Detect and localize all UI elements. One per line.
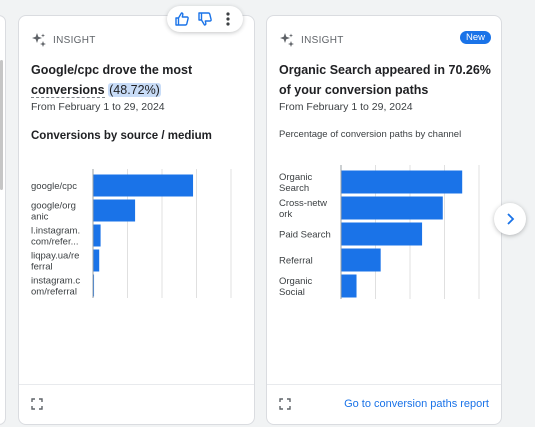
conversions-bar-chart: 05001K1.5K2Kgoogle/cpcgoogle/organicl.in… — [31, 169, 232, 298]
bar — [93, 224, 101, 247]
thumbs-down-icon — [198, 12, 212, 26]
bar — [341, 170, 463, 194]
category-label: google/org — [31, 201, 76, 212]
category-label: anic — [31, 212, 49, 223]
headline-line2: of your conversion paths — [279, 83, 429, 97]
headline-line1: Organic Search appeared in 70.26% — [279, 63, 491, 77]
bar — [341, 222, 423, 246]
new-badge: New — [459, 31, 491, 44]
bar — [341, 248, 381, 272]
headline-value: (48.72%) — [108, 83, 161, 97]
insight-header: INSIGHT — [31, 32, 96, 48]
chevron-right-icon — [507, 213, 515, 225]
scrollbar[interactable] — [0, 60, 3, 190]
category-label: ork — [279, 209, 292, 220]
insight-headline: Organic Search appeared in 70.26% of you… — [279, 60, 491, 100]
category-label: Paid Search — [279, 230, 331, 241]
headline-line2: conversions (48.72%) — [31, 80, 243, 100]
sparkle-icon — [32, 33, 46, 47]
date-range: From February 1 to 29, 2024 — [279, 101, 413, 113]
bar — [93, 274, 95, 297]
insight-label: INSIGHT — [301, 34, 344, 46]
category-label: l.instagram. — [31, 226, 80, 237]
category-label: Search — [279, 183, 309, 194]
insight-header: INSIGHT — [279, 32, 344, 48]
insight-card-organic-search: INSIGHT New Organic Search appeared in 7… — [266, 15, 502, 425]
category-label: Social — [279, 287, 305, 298]
card-footer: Go to conversion paths report — [267, 384, 501, 424]
conversion-paths-bar-chart: 00.20.40.60.8OrganicSearchCross-networkP… — [279, 165, 480, 299]
chart-title: Percentage of conversion paths by channe… — [279, 129, 462, 140]
headline-dimension[interactable]: conversions — [31, 83, 105, 98]
bar — [341, 196, 443, 220]
more-options-button[interactable] — [218, 9, 238, 29]
bar — [341, 274, 357, 298]
expand-icon[interactable] — [279, 398, 291, 410]
insight-headline: Google/cpc drove the most conversions (4… — [31, 60, 243, 100]
category-label: liqpay.ua/re — [31, 251, 79, 262]
category-label: Organic — [279, 276, 313, 287]
category-label: google/cpc — [31, 181, 77, 192]
more-vert-icon — [226, 12, 230, 26]
sparkle-icon — [280, 33, 294, 47]
category-label: ferral — [31, 262, 53, 273]
bar — [93, 199, 136, 222]
feedback-toolbar — [167, 6, 243, 32]
expand-icon[interactable] — [31, 398, 43, 410]
insight-card-google-cpc: INSIGHT Google/cpc drove the most conver… — [18, 15, 255, 425]
card-footer — [19, 384, 254, 424]
bar — [93, 174, 194, 197]
thumbs-up-button[interactable] — [172, 9, 192, 29]
category-label: com/refer... — [31, 237, 79, 248]
thumbs-up-icon — [175, 12, 190, 26]
thumbs-down-button[interactable] — [195, 9, 215, 29]
chart-title: Conversions by source / medium — [31, 130, 212, 142]
conversion-paths-report-link[interactable]: Go to conversion paths report — [344, 398, 489, 410]
category-label: Referral — [279, 256, 313, 267]
bar — [93, 249, 100, 272]
category-label: Cross-netw — [279, 198, 327, 209]
headline-line1: Google/cpc drove the most — [31, 63, 193, 77]
category-label: instagram.c — [31, 276, 80, 287]
next-card-button[interactable] — [494, 203, 526, 235]
insight-label: INSIGHT — [53, 34, 96, 46]
date-range: From February 1 to 29, 2024 — [31, 101, 165, 113]
category-label: Organic — [279, 172, 313, 183]
category-label: om/referral — [31, 287, 77, 298]
